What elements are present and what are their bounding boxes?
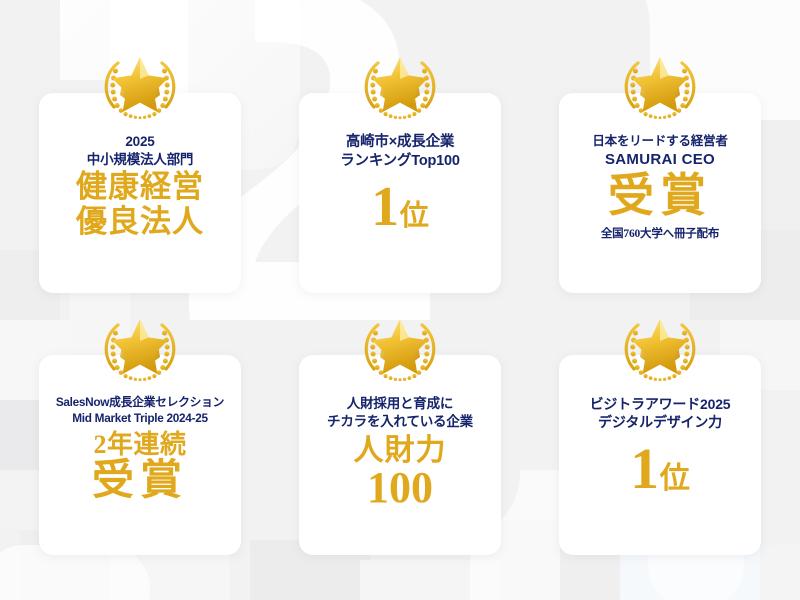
rank-number: 1: [371, 176, 400, 239]
headline-line-1: ビジトラアワード2025: [589, 396, 731, 412]
rank-unit: 位: [399, 200, 429, 233]
award-accent-text: 人財力: [353, 433, 447, 467]
award-rank-value: 1位: [630, 439, 690, 498]
award-result-value: 受賞: [91, 458, 188, 505]
award-footnote: 全国760大学へ冊子配布: [600, 228, 720, 241]
headline-line-1: 日本をリードする経営者: [592, 134, 728, 148]
award-accent-text: 2年連続: [93, 430, 187, 460]
headline-line-1: 人財採用と育成に: [346, 396, 454, 411]
award-result-value: 受賞: [608, 170, 712, 222]
card-body: 人財採用と育成に チカラを入れている企業 人財力 100: [299, 355, 501, 518]
headline-line-2: Mid Market Triple 2024-25: [72, 410, 208, 425]
award-headline: ビジトラアワード2025 デジタルデザイン力: [590, 395, 731, 432]
headline-line-2: チカラを入れている企業: [327, 413, 473, 429]
card-body: ビジトラアワード2025 デジタルデザイン力 1位: [559, 355, 761, 506]
award-card-salesnow-mid-market-triple[interactable]: SalesNow成長企業セレクション Mid Market Triple 202…: [39, 319, 241, 555]
award-headline: 高崎市×成長企業 ランキングTop100: [340, 133, 460, 171]
award-headline: 2025 中小規模法人部門: [86, 133, 194, 169]
award-rank-value: 1位: [371, 179, 429, 235]
headline-line-1: 2025: [125, 134, 155, 149]
card-body: 2025 中小規模法人部門 健康経営 優良法人: [39, 93, 241, 245]
award-result-value: 100: [367, 463, 433, 513]
headline-line-2: 中小規模法人部門: [86, 151, 194, 167]
headline-line-2: デジタルデザイン力: [598, 414, 722, 431]
award-card-samurai-ceo[interactable]: 日本をリードする経営者 SAMURAI CEO 受賞 全国760大学へ冊子配布: [559, 57, 761, 293]
award-card-bizitora-award-2025[interactable]: ビジトラアワード2025 デジタルデザイン力 1位: [559, 319, 761, 555]
award-big-line-2: 優良法人: [76, 203, 204, 239]
card-body: 高崎市×成長企業 ランキングTop100 1位: [299, 93, 501, 243]
rank-number: 1: [630, 435, 660, 501]
headline-line-1: 高崎市×成長企業: [345, 134, 455, 150]
headline-line-2: ランキングTop100: [340, 153, 460, 170]
card-body: SalesNow成長企業セレクション Mid Market Triple 202…: [39, 355, 241, 510]
award-headline: 日本をリードする経営者 SAMURAI CEO: [592, 133, 728, 169]
award-big-line-1: 健康経営: [76, 168, 204, 204]
headline-line-1: SalesNow成長企業セレクション: [55, 395, 225, 409]
card-body: 日本をリードする経営者 SAMURAI CEO 受賞 全国760大学へ冊子配布: [559, 93, 761, 249]
award-headline: 人財採用と育成に チカラを入れている企業: [327, 395, 473, 431]
award-card-kenko-keiei[interactable]: 2025 中小規模法人部門 健康経営 優良法人: [39, 57, 241, 293]
award-card-jinzairyoku-100[interactable]: 人財採用と育成に チカラを入れている企業 人財力 100: [299, 319, 501, 555]
award-headline: SalesNow成長企業セレクション Mid Market Triple 202…: [55, 395, 225, 426]
headline-line-2: SAMURAI CEO: [605, 150, 715, 168]
award-card-takasaki-top100[interactable]: 高崎市×成長企業 ランキングTop100 1位: [299, 57, 501, 293]
rank-unit: 位: [659, 460, 690, 495]
